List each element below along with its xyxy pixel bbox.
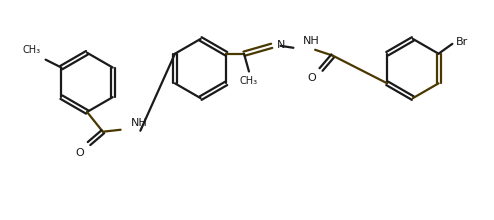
Text: O: O xyxy=(307,73,316,83)
Text: CH₃: CH₃ xyxy=(240,76,258,86)
Text: N: N xyxy=(277,40,285,50)
Text: O: O xyxy=(75,148,84,158)
Text: NH: NH xyxy=(130,118,147,128)
Text: CH₃: CH₃ xyxy=(23,45,41,55)
Text: NH: NH xyxy=(303,36,320,46)
Text: Br: Br xyxy=(456,37,468,47)
